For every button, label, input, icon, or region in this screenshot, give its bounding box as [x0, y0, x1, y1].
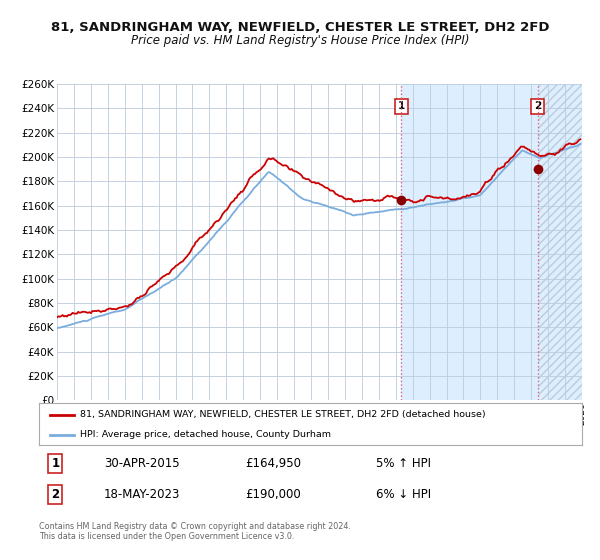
- Bar: [401, 84, 538, 400]
- Text: £190,000: £190,000: [245, 488, 301, 501]
- Text: 81, SANDRINGHAM WAY, NEWFIELD, CHESTER LE STREET, DH2 2FD (detached house): 81, SANDRINGHAM WAY, NEWFIELD, CHESTER L…: [80, 410, 485, 419]
- Text: 2: 2: [534, 101, 541, 111]
- Text: HPI: Average price, detached house, County Durham: HPI: Average price, detached house, Coun…: [80, 430, 331, 439]
- Text: 1: 1: [398, 101, 405, 111]
- Bar: [538, 84, 590, 400]
- Text: 81, SANDRINGHAM WAY, NEWFIELD, CHESTER LE STREET, DH2 2FD: 81, SANDRINGHAM WAY, NEWFIELD, CHESTER L…: [51, 21, 549, 34]
- Text: 30-APR-2015: 30-APR-2015: [104, 457, 180, 470]
- Bar: [538, 84, 590, 400]
- Text: 2: 2: [51, 488, 59, 501]
- Text: 5% ↑ HPI: 5% ↑ HPI: [376, 457, 431, 470]
- Text: 18-MAY-2023: 18-MAY-2023: [104, 488, 181, 501]
- Text: 1: 1: [51, 457, 59, 470]
- Text: Contains HM Land Registry data © Crown copyright and database right 2024.
This d: Contains HM Land Registry data © Crown c…: [39, 522, 351, 542]
- Text: 6% ↓ HPI: 6% ↓ HPI: [376, 488, 431, 501]
- Text: Price paid vs. HM Land Registry's House Price Index (HPI): Price paid vs. HM Land Registry's House …: [131, 34, 469, 46]
- Text: £164,950: £164,950: [245, 457, 301, 470]
